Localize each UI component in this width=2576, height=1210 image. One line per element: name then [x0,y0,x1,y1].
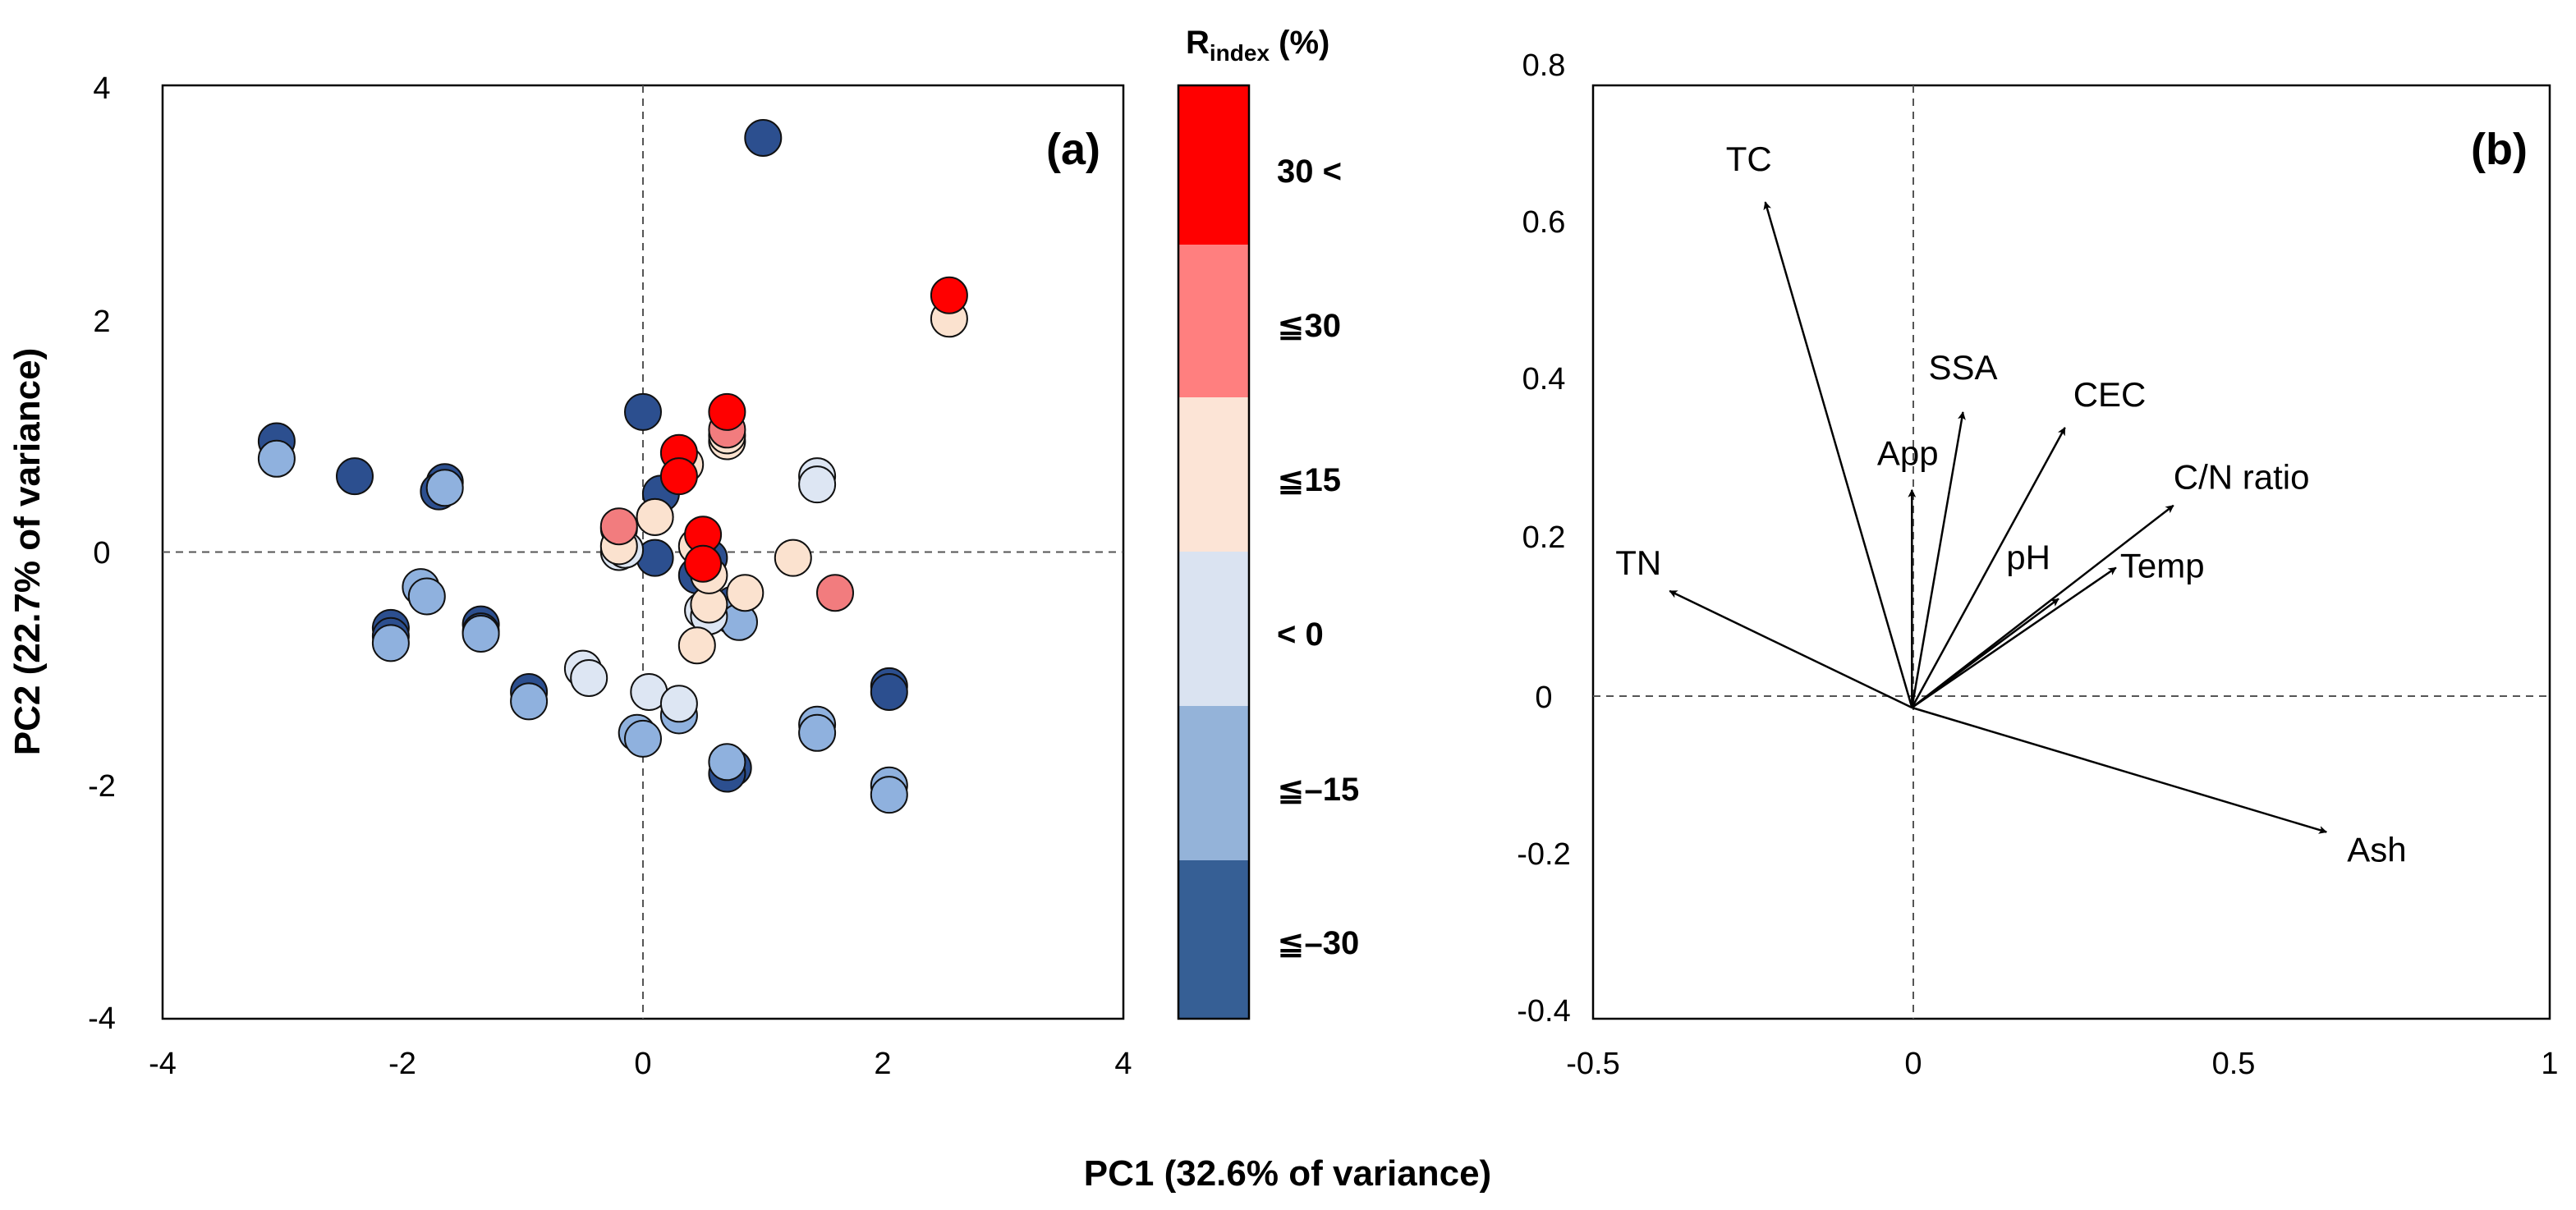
panel-b-ytick-5: -0.2 [1517,837,1570,872]
scatter-point-s2-3 [659,685,698,723]
panel-b-ytick-0: 0.8 [1522,48,1566,83]
loading-arrow-cec [1911,427,2066,708]
scatter-point-s5-5 [930,276,968,314]
scatter-point-s1-4 [371,624,410,662]
scatter-point-s2-1 [570,659,608,697]
scatter-point-s1-12 [798,713,837,752]
panel-a-points [257,119,968,814]
scatter-point-s4-2 [816,574,854,612]
panel-a-xtick-1: -2 [388,1047,416,1081]
scatter-point-s0-1 [336,457,374,496]
loading-label-tc: TC [1726,140,1772,178]
colorbar-bin-1 [1178,85,1249,245]
colorbar-frame [1177,84,1251,1020]
panel-a: 4 2 0 -2 -4 -4 -2 0 2 4 (a) PC2 (22.7% o… [7,71,1132,1081]
scatter-point-s3-5 [677,626,716,665]
colorbar-label-4: < 0 [1277,616,1324,653]
loading-arrow-ssa [1911,411,1966,708]
loading-label-ash: Ash [2347,831,2406,869]
loading-label-tn: TN [1615,543,1661,582]
colorbar-bin-5 [1178,706,1249,860]
panel-a-label: (a) [1046,125,1100,174]
colorbar-title-sub: index [1210,40,1270,66]
loading-arrow-ash [1911,706,2327,834]
loading-arrow-ph [1911,598,2059,709]
scatter-point-s1-8 [624,719,662,758]
shared-x-axis-label: PC1 (32.6% of variance) [1084,1153,1491,1194]
scatter-point-s3-8 [726,574,765,612]
loading-arrow-tn [1669,589,1912,709]
loading-label-app: App [1877,434,1939,473]
colorbar-label-6: ≦–30 [1277,925,1359,961]
panel-b-xtick-1: 0 [1904,1047,1922,1081]
scatter-point-s1-3 [407,577,446,616]
scatter-point-s5-3 [684,544,723,583]
colorbar-label-3: ≦15 [1277,462,1341,498]
colorbar-bin-4 [1178,552,1249,706]
panel-a-xtick-4: 4 [1114,1047,1132,1081]
colorbar-bin-2 [1178,245,1249,397]
panel-b-xtick-2: 0.5 [2212,1047,2256,1081]
panel-b-ytick-3: 0.2 [1522,520,1566,555]
scatter-point-s0-9 [624,392,662,431]
panel-b-label: (b) [2471,125,2528,174]
colorbar-bin-6 [1178,860,1249,1019]
panel-b-xtick-3: 1 [2541,1047,2558,1081]
loading-label-ssa: SSA [1928,348,1997,387]
panel-b-ytick-2: 0.4 [1522,362,1566,396]
scatter-point-s0-19 [744,119,783,157]
colorbar-bin-3 [1178,397,1249,552]
loading-arrow-tc [1763,201,1913,708]
scatter-point-s3-1 [636,497,674,536]
panel-a-ytick-4: -4 [88,1001,116,1036]
panel-a-ylabel: PC2 (22.7% of variance) [7,348,48,755]
panel-a-xtick-2: 0 [634,1047,651,1081]
scatter-point-s1-14 [870,776,908,814]
scatter-point-s1-6 [510,682,549,721]
scatter-point-s1-5 [461,615,500,653]
scatter-point-s3-9 [774,539,812,577]
colorbar: Rindex (%) 30 < ≦30 ≦15 < 0 ≦–15 ≦–30 [1177,25,1359,1020]
panel-b-ytick-4: 0 [1535,681,1552,715]
scatter-point-s0-21 [870,673,908,711]
colorbar-label-1: 30 < [1277,154,1342,190]
panel-a-ytick-2: 0 [93,536,110,571]
panel-b-loading-vectors: TC SSA CEC App C/N ratio pH Temp TN Ash [1615,140,2406,869]
panel-b-ytick-6: -0.4 [1517,994,1570,1029]
panel-b-xtick-0: -0.5 [1566,1047,1619,1081]
loading-label-cec: CEC [2073,375,2147,414]
loading-label-c-n-ratio: C/N ratio [2174,458,2310,497]
panel-a-ytick-0: 4 [93,71,110,106]
panel-a-ytick-3: -2 [88,769,116,804]
scatter-point-s1-0 [257,439,296,478]
panel-a-xtick-0: -4 [149,1047,177,1081]
panel-a-xtick-3: 2 [874,1047,891,1081]
loading-arrow-temp [1911,566,2117,709]
colorbar-title-main: R [1186,25,1210,61]
panel-b-ytick-1: 0.6 [1522,205,1566,240]
loading-arrow-c-n-ratio [1911,504,2174,708]
panel-b-plot-area [1591,84,2551,1020]
scatter-point-s5-1 [659,457,698,496]
colorbar-title-unit: (%) [1270,25,1329,61]
scatter-point-s4-0 [599,507,638,546]
loading-label-ph: pH [2006,538,2050,576]
colorbar-title: Rindex (%) [1186,25,1329,66]
scatter-point-s1-1 [425,469,464,507]
scatter-point-s1-10 [708,743,746,781]
colorbar-label-2: ≦30 [1277,308,1341,344]
panel-a-ytick-1: 2 [93,305,110,339]
loading-label-temp: Temp [2120,547,2205,585]
scatter-point-s2-5 [798,465,837,504]
scatter-point-s5-4 [708,392,746,431]
colorbar-label-5: ≦–15 [1277,772,1359,808]
